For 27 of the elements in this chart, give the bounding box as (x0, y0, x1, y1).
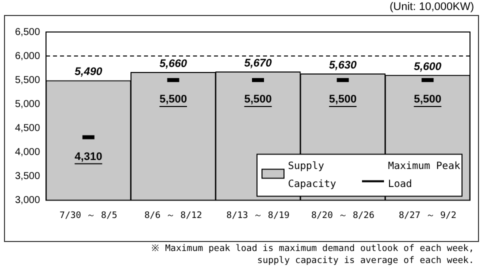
data-label: 5,500 (329, 94, 357, 106)
data-label: 5,500 (159, 94, 187, 106)
data-label: 5,660 (159, 58, 188, 70)
data-label: 4,310 (74, 150, 102, 163)
y-tick-label: 5,500 (14, 74, 40, 86)
y-tick-label: 6,500 (14, 26, 40, 38)
y-tick-label: 4,000 (14, 146, 40, 158)
y-tick-label: 3,500 (14, 170, 40, 182)
x-tick-label: 8/6 ～ 8/12 (144, 210, 202, 221)
y-tick-label: 6,000 (14, 50, 40, 62)
data-label: 5,500 (244, 94, 272, 106)
chart-subtitle: (Unit: 10,000KW) (390, 1, 474, 13)
y-tick-label: 4,500 (14, 122, 40, 134)
data-label: 5,670 (244, 57, 273, 70)
data-label: 5,490 (74, 66, 104, 78)
x-tick-label: 8/20 ～ 8/26 (311, 210, 374, 221)
data-label: 5,500 (414, 94, 442, 106)
y-tick-label: 5,000 (14, 98, 40, 110)
x-tick-label: 7/30 ～ 8/5 (60, 210, 118, 221)
legend-label: Maximum Peak Load (388, 160, 460, 190)
x-tick-label: 8/27 ～ 9/2 (398, 210, 456, 221)
text: ※ Maximum peak load is maximum demand outlook of each week, supply capacity is average of each week. (152, 243, 474, 267)
data-label: 5,600 (414, 60, 442, 73)
x-tick-label: 8/13 ～ 8/19 (226, 210, 290, 221)
data-label: 5,630 (329, 59, 358, 72)
legend-label: Supply Capacity (288, 160, 336, 190)
y-tick-label: 3,000 (14, 194, 40, 206)
